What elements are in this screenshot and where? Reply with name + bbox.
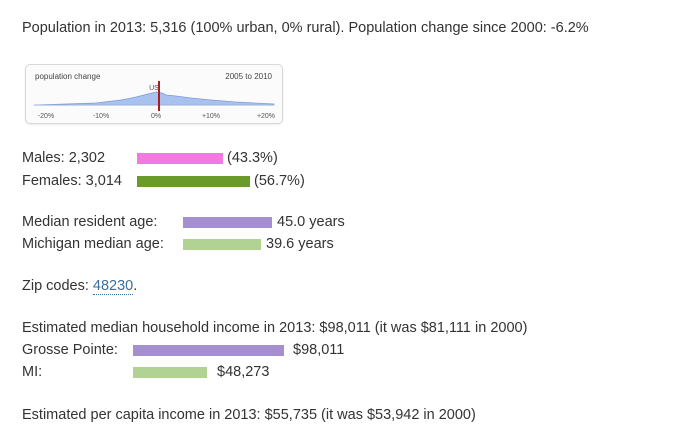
zip-codes: Zip codes: 48230. — [22, 277, 137, 295]
females-pct: (56.7%) — [254, 173, 305, 189]
males-bar — [137, 153, 223, 164]
us-marker-label: US — [149, 85, 159, 92]
state-age-bar — [183, 239, 261, 250]
chart-ticks: -20% -10% 0% +10% +20% — [38, 113, 275, 120]
population-change-svg: population change 2005 to 2010 -20% -10% 0… — [33, 72, 275, 120]
males-label: Males: 2,302 — [22, 150, 106, 166]
chart-tick-label: +10% — [202, 113, 220, 120]
per-capita-income: Estimated per capita income in 2013: $55… — [22, 407, 476, 423]
females-bar — [137, 176, 250, 187]
chart-tick-label: -20% — [38, 113, 54, 120]
local-income-bar — [133, 345, 284, 356]
chart-range: 2005 to 2010 — [225, 72, 272, 81]
resident-age-value: 45.0 years — [277, 214, 345, 230]
males-pct: (43.3%) — [227, 150, 278, 166]
population-change-chart: population change 2005 to 2010 -20% -10% 0… — [25, 64, 283, 124]
state-income-label: MI: — [22, 364, 43, 380]
resident-age-bar — [183, 217, 272, 228]
zip-label: Zip codes: — [22, 278, 93, 294]
chart-label: population change — [35, 72, 101, 81]
state-income-value: $48,273 — [217, 364, 270, 380]
population-summary: Population in 2013: 5,316 (100% urban, 0… — [22, 20, 589, 36]
state-age-label: Michigan median age: — [22, 236, 164, 252]
local-income-value: $98,011 — [293, 342, 345, 358]
zip-suffix: . — [133, 278, 138, 294]
zip-code-link[interactable]: 48230 — [92, 278, 134, 295]
females-label: Females: 3,014 — [22, 173, 122, 189]
local-income-label: Grosse Pointe: — [22, 342, 118, 358]
resident-age-label: Median resident age: — [22, 214, 158, 230]
population-distribution-area — [33, 91, 275, 106]
state-income-bar — [133, 367, 207, 378]
median-income-headline: Estimated median household income in 201… — [22, 320, 528, 336]
chart-tick-label: -10% — [93, 113, 109, 120]
chart-tick-label: +20% — [257, 113, 275, 120]
state-age-value: 39.6 years — [266, 236, 334, 252]
chart-tick-label: 0% — [151, 113, 161, 120]
